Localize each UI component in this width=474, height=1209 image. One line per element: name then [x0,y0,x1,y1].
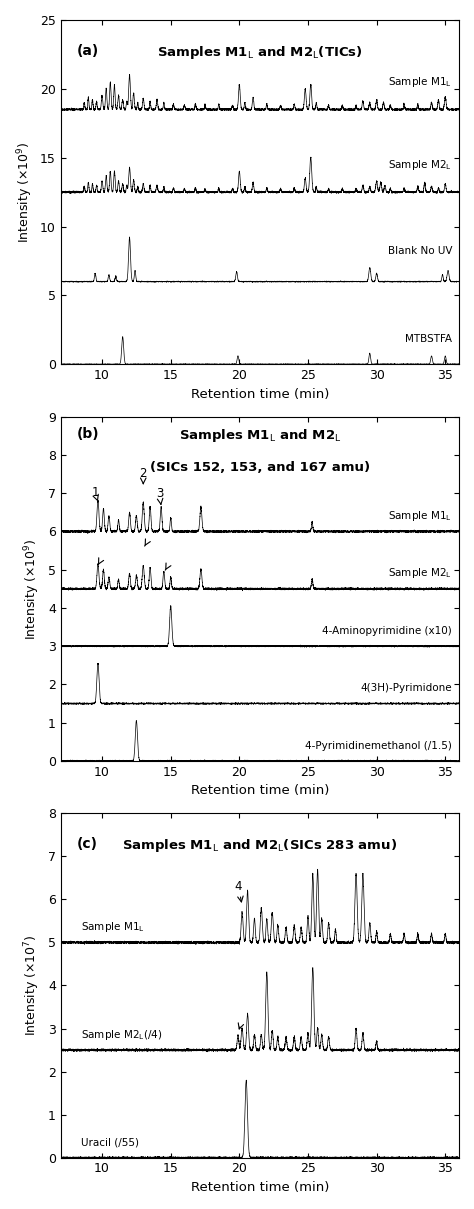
Text: 4: 4 [234,880,242,893]
Text: Sample M1$_\mathrm{L}$: Sample M1$_\mathrm{L}$ [82,920,146,935]
Text: Sample M2$_\mathrm{L}$(/4): Sample M2$_\mathrm{L}$(/4) [82,1028,163,1042]
Text: 1: 1 [92,486,100,499]
Text: Sample M1$_\mathrm{L}$: Sample M1$_\mathrm{L}$ [388,75,452,89]
Text: Sample M2$_\mathrm{L}$: Sample M2$_\mathrm{L}$ [388,157,452,172]
Text: Sample M2$_\mathrm{L}$: Sample M2$_\mathrm{L}$ [388,567,452,580]
Text: MTBSTFA: MTBSTFA [405,335,452,345]
Y-axis label: Intensity (×10$^9$): Intensity (×10$^9$) [15,141,35,243]
Y-axis label: Intensity (×10$^7$): Intensity (×10$^7$) [23,935,43,1036]
Text: Sample M1$_\mathrm{L}$: Sample M1$_\mathrm{L}$ [388,509,452,523]
Y-axis label: Intensity (×10$^9$): Intensity (×10$^9$) [23,538,43,640]
X-axis label: Retention time (min): Retention time (min) [191,388,329,400]
Text: Samples M1$_\mathrm{L}$ and M2$_\mathrm{L}$(TICs): Samples M1$_\mathrm{L}$ and M2$_\mathrm{… [157,44,363,62]
Text: 4(3H)-Pyrimidone: 4(3H)-Pyrimidone [361,683,452,693]
X-axis label: Retention time (min): Retention time (min) [191,1181,329,1194]
Text: 4-Pyrimidinemethanol (/1.5): 4-Pyrimidinemethanol (/1.5) [305,741,452,751]
X-axis label: Retention time (min): Retention time (min) [191,785,329,797]
Text: Blank No UV: Blank No UV [388,247,452,256]
Text: 2: 2 [139,467,146,480]
Text: (c): (c) [77,838,98,851]
Text: Uracil (/55): Uracil (/55) [82,1138,139,1147]
Text: (SICs 152, 153, and 167 amu): (SICs 152, 153, and 167 amu) [150,462,370,474]
Text: Samples M1$_\mathrm{L}$ and M2$_\mathrm{L}$(SICs 283 amu): Samples M1$_\mathrm{L}$ and M2$_\mathrm{… [122,838,398,855]
Text: (a): (a) [77,44,99,58]
Text: Samples M1$_\mathrm{L}$ and M2$_\mathrm{L}$: Samples M1$_\mathrm{L}$ and M2$_\mathrm{… [179,427,341,444]
Text: 3: 3 [156,487,164,501]
Text: (b): (b) [77,427,100,441]
Text: 4-Aminopyrimidine (x10): 4-Aminopyrimidine (x10) [322,626,452,636]
